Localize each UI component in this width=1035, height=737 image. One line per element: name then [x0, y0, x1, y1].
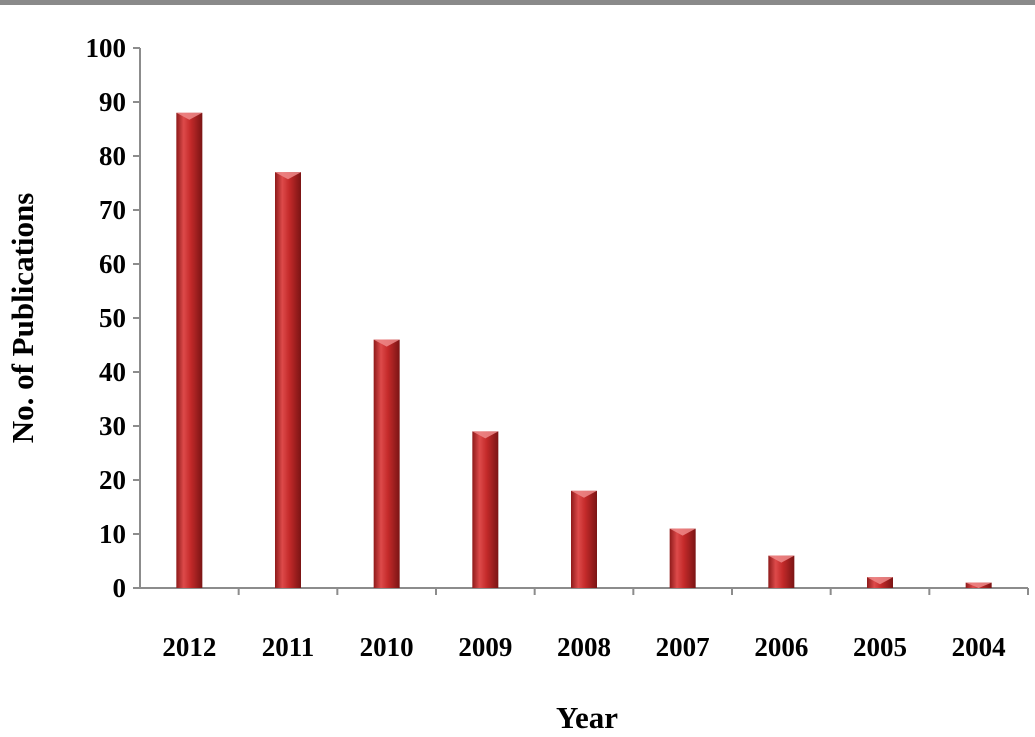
bar-cap-2012: [176, 112, 203, 120]
bar-2007: [669, 528, 696, 588]
y-tick-label: 40: [99, 357, 126, 387]
bar-cap-2006: [768, 555, 795, 563]
bar-cap-2004: [965, 582, 992, 588]
bar-2009: [472, 431, 499, 588]
y-tick-label: 0: [113, 573, 127, 603]
y-tick-label: 10: [99, 519, 126, 549]
y-tick-label: 20: [99, 465, 126, 495]
y-axis-ticks: 0 10 20 30 40 50 60 70 80 90 100: [86, 33, 140, 603]
bar-2012: [176, 112, 203, 589]
x-axis-title: Year: [556, 700, 618, 735]
x-tick-label-2012: 2012: [162, 632, 216, 662]
y-tick-label: 30: [99, 411, 126, 441]
bar-cap-2010: [373, 339, 400, 347]
y-tick-label: 70: [99, 195, 126, 225]
x-tick-label-2011: 2011: [262, 632, 315, 662]
x-tick-label-2005: 2005: [853, 632, 907, 662]
bar-2010: [373, 339, 400, 588]
bar-2011: [275, 172, 301, 588]
bar-cap-2011: [275, 172, 301, 180]
x-tick-label-2006: 2006: [754, 632, 808, 662]
y-tick-label: 50: [99, 303, 126, 333]
x-axis-ticks: 2012 2011 2010 2009 2008 2007 2006 2005 2004: [162, 588, 1029, 662]
y-tick-label: 60: [99, 249, 126, 279]
y-tick-label: 100: [86, 33, 127, 63]
bar-cap-2009: [472, 431, 499, 439]
bar-cap-2007: [669, 528, 696, 536]
y-axis-title: No. of Publications: [5, 193, 40, 444]
y-tick-label: 80: [99, 141, 126, 171]
x-tick-label-2007: 2007: [656, 632, 710, 662]
x-tick-label-2009: 2009: [458, 632, 512, 662]
bars: [176, 112, 992, 589]
y-tick-label: 90: [99, 87, 126, 117]
x-tick-label-2008: 2008: [557, 632, 611, 662]
x-tick-label-2010: 2010: [360, 632, 414, 662]
x-tick-label-2004: 2004: [952, 632, 1006, 662]
bar-cap-2008: [571, 490, 597, 498]
bar-2008: [571, 490, 597, 588]
bar-cap-2005: [867, 577, 893, 585]
top-border-rule: [0, 0, 1035, 5]
